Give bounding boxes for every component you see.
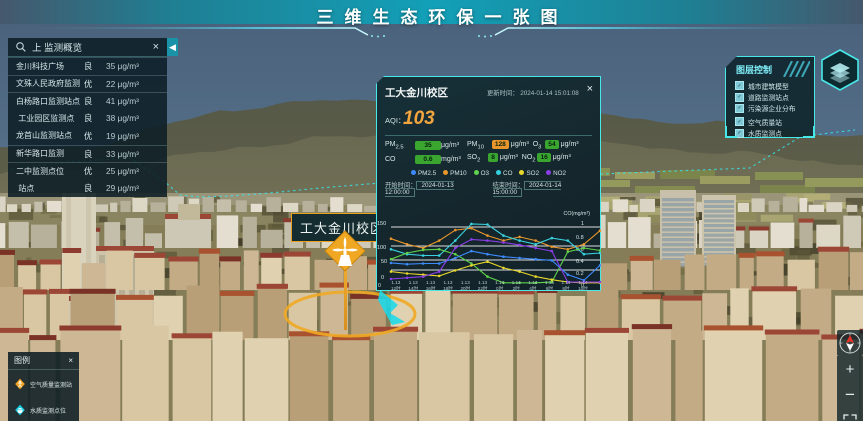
svg-text:0: 0 — [381, 275, 384, 281]
svg-text:0.8: 0.8 — [576, 235, 584, 241]
svg-text:150: 150 — [377, 221, 386, 227]
svg-text:50: 50 — [381, 259, 387, 265]
svg-text:0: 0 — [378, 283, 381, 289]
svg-text:0.2: 0.2 — [576, 271, 584, 277]
svg-text:100: 100 — [377, 245, 386, 251]
svg-text:1: 1 — [581, 221, 584, 227]
